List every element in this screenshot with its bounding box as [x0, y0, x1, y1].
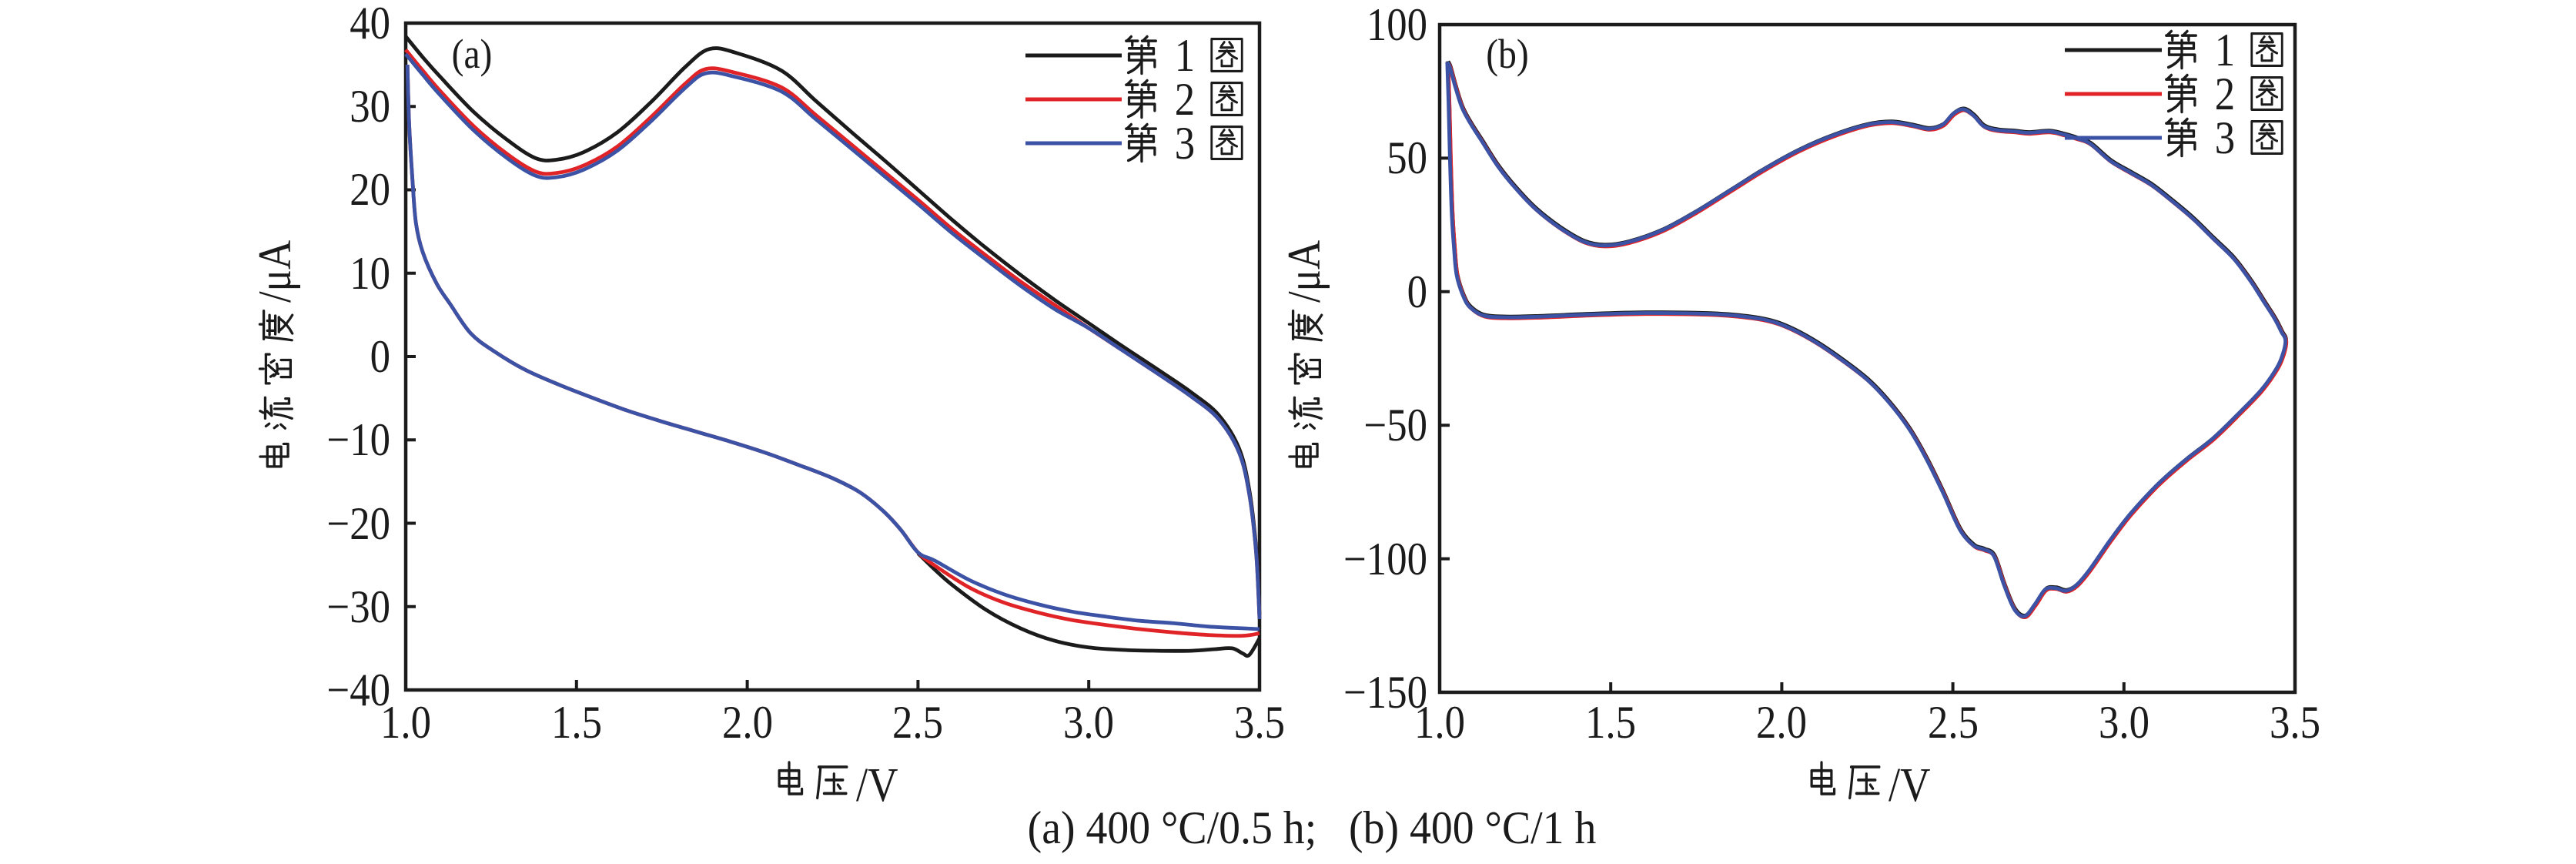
- svg-text:/μA: /μA: [250, 240, 301, 303]
- svg-text:−20: −20: [326, 499, 390, 550]
- svg-text:/V: /V: [856, 759, 898, 812]
- svg-text:2: 2: [2215, 69, 2235, 120]
- svg-text:−100: −100: [1343, 534, 1427, 585]
- svg-text:1.5: 1.5: [1585, 698, 1636, 748]
- svg-text:50: 50: [1387, 133, 1427, 184]
- svg-text:3: 3: [2215, 113, 2235, 164]
- svg-text:/μA: /μA: [1280, 240, 1330, 303]
- svg-text:0: 0: [1407, 267, 1427, 318]
- svg-text:2.0: 2.0: [722, 698, 773, 748]
- svg-text:−40: −40: [326, 665, 390, 716]
- svg-text:3.0: 3.0: [1063, 698, 1114, 748]
- svg-text:(a): (a): [452, 32, 493, 77]
- svg-text:−30: −30: [326, 582, 390, 633]
- svg-text:100: 100: [1367, 0, 1427, 51]
- svg-text:1: 1: [1175, 31, 1195, 82]
- svg-text:1.5: 1.5: [551, 698, 602, 748]
- svg-text:(a) 400 °C/0.5 h; (b) 400 °C: (a) 400 °C/0.5 h; (b) 400 °C/1 h: [1028, 802, 1597, 853]
- svg-text:−10: −10: [326, 415, 390, 466]
- svg-text:40: 40: [350, 0, 390, 49]
- svg-text:3.5: 3.5: [1234, 698, 1285, 748]
- svg-text:3.5: 3.5: [2270, 698, 2320, 748]
- svg-text:/V: /V: [1889, 759, 1931, 812]
- svg-text:2.0: 2.0: [1756, 698, 1807, 748]
- svg-text:20: 20: [350, 165, 390, 216]
- svg-text:3: 3: [1175, 119, 1195, 169]
- svg-text:1.0: 1.0: [1414, 698, 1465, 748]
- svg-text:2.5: 2.5: [892, 698, 943, 748]
- svg-text:2.5: 2.5: [1928, 698, 1979, 748]
- svg-text:1.0: 1.0: [380, 698, 431, 748]
- svg-text:30: 30: [350, 82, 390, 132]
- svg-text:2: 2: [1175, 75, 1195, 126]
- svg-text:10: 10: [350, 249, 390, 300]
- svg-text:−50: −50: [1363, 400, 1427, 451]
- svg-text:−150: −150: [1343, 668, 1427, 718]
- svg-text:3.0: 3.0: [2099, 698, 2149, 748]
- svg-text:0: 0: [370, 332, 390, 383]
- svg-text:(b): (b): [1486, 32, 1528, 77]
- svg-text:1: 1: [2215, 25, 2235, 76]
